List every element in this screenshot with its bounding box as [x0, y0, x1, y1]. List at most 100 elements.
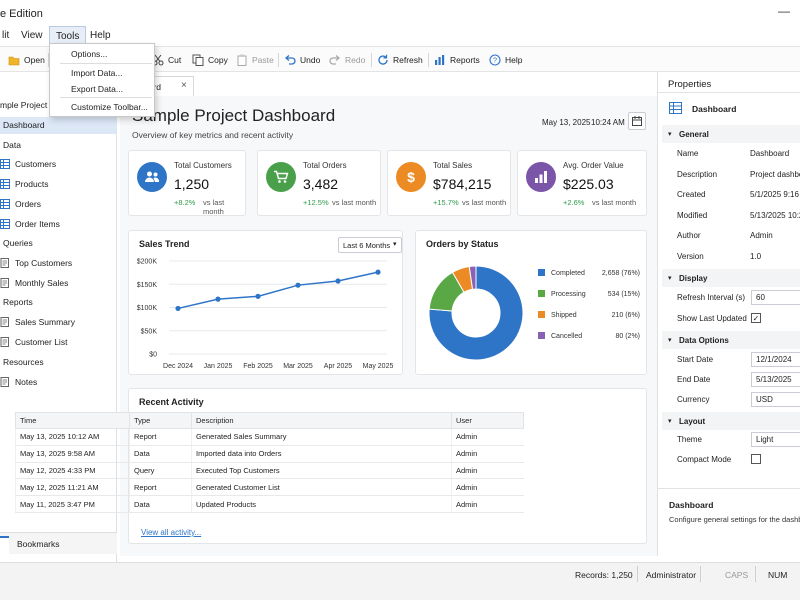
menu-item-options[interactable]: Options... [71, 49, 108, 59]
end-date-input[interactable]: 5/13/2025 [751, 372, 800, 387]
data-point[interactable] [375, 269, 381, 275]
data-point[interactable] [295, 282, 301, 288]
start-date-input[interactable]: 12/1/2024 [751, 352, 800, 367]
prop-row-version[interactable]: Version 1.0 [662, 247, 800, 267]
data-point[interactable] [335, 278, 341, 284]
tree-item-orders[interactable]: Orders [0, 199, 41, 209]
cut-button[interactable]: Cut [152, 51, 181, 69]
open-label: Open [24, 55, 45, 65]
table-row[interactable]: May 13, 2025 9:58 AM Data Imported data in… [15, 445, 524, 463]
undo-button[interactable]: Undo [284, 51, 320, 69]
prop-row-description[interactable]: Description Project dashbo [662, 165, 800, 185]
category-general[interactable]: ▾ General [662, 125, 800, 143]
currency-select[interactable]: USD [751, 392, 800, 407]
records-count: Records: 1,250 [575, 570, 633, 580]
calendar-icon [632, 116, 642, 126]
column-header-user[interactable]: User [451, 412, 524, 429]
paste-icon [236, 54, 248, 66]
close-icon[interactable]: × [181, 80, 187, 91]
tree-item-order-items[interactable]: Order Items [0, 219, 60, 229]
redo-button[interactable]: Redo [329, 51, 365, 69]
category-layout[interactable]: ▾ Layout [662, 412, 800, 430]
menu-item-customize-toolbar[interactable]: Customize Toolbar... [71, 102, 148, 112]
cut-label: Cut [168, 55, 182, 65]
prop-row-author[interactable]: Author Admin [662, 226, 800, 246]
category-display[interactable]: ▾ Display [662, 269, 800, 287]
activity-table: Time Type Description User May 13, 2025 … [15, 412, 524, 513]
tree-item-products[interactable]: Products [0, 179, 49, 189]
menu-item-export-data[interactable]: Export Data... [71, 84, 123, 94]
tree-folder-reports[interactable]: Reports [3, 297, 33, 307]
donut-slice[interactable] [468, 265, 477, 290]
y-tick-label: $150K [137, 282, 158, 289]
tree-item-sales-summary[interactable]: Sales Summary [0, 317, 75, 327]
tab-project[interactable] [0, 536, 9, 554]
range-select[interactable]: Last 6 Months ▾ [338, 237, 402, 253]
compact-mode-checkbox[interactable] [751, 454, 761, 464]
table-row[interactable]: May 12, 2025 11:21 AM Report Generated Cus… [15, 478, 524, 497]
legend-label: Processing [551, 291, 586, 298]
tree-item-customer-list[interactable]: Customer List [0, 337, 67, 347]
x-tick-label: Feb 2025 [243, 363, 273, 370]
minimize-icon[interactable]: — [778, 4, 790, 18]
kpi-comparison: vs last month [203, 198, 225, 216]
refresh-interval-input[interactable]: 60 [751, 290, 800, 305]
donut-slice[interactable] [428, 265, 524, 361]
tree-resources-label: Resources [3, 357, 44, 367]
data-point[interactable] [255, 293, 261, 299]
table-row[interactable]: May 11, 2025 3:47 PM Data Updated Products… [15, 495, 524, 513]
paste-button[interactable]: Paste [236, 51, 274, 69]
tree-folder-queries[interactable]: Queries [3, 238, 33, 248]
menu-edit[interactable]: lit [2, 30, 10, 41]
tab-bookmarks[interactable]: Bookmarks [17, 539, 60, 549]
prop-theme-key: Theme [677, 435, 702, 444]
theme-select[interactable]: Light [751, 432, 800, 447]
copy-button[interactable]: Copy [192, 51, 228, 69]
cell-time: May 12, 2025 4:33 PM [15, 462, 130, 480]
reports-button[interactable]: Reports [434, 51, 480, 69]
data-point[interactable] [175, 305, 181, 312]
tree-queries-label: Queries [3, 238, 33, 248]
table-row[interactable]: May 12, 2025 4:33 PM Query Executed Top Cu… [15, 462, 524, 480]
tree-folder-resources[interactable]: Resources [3, 357, 44, 367]
column-header-description[interactable]: Description [191, 412, 452, 429]
prop-row-name[interactable]: Name Dashboard [662, 144, 800, 164]
table-row[interactable]: May 13, 2025 10:12 AM Report Generated Sal… [15, 428, 524, 446]
tree-folder-data[interactable]: Data [3, 140, 21, 150]
current-user: Administrator [646, 570, 697, 580]
prop-row-created[interactable]: Created 5/1/2025 9:16 A [662, 185, 800, 205]
column-header-type[interactable]: Type [129, 412, 192, 429]
data-point[interactable] [215, 296, 221, 302]
cell-type: Report [129, 428, 192, 446]
folder-icon [8, 54, 20, 66]
prop-author-key: Author [677, 231, 701, 240]
menu-tools[interactable]: Tools [49, 26, 87, 46]
category-data-options[interactable]: ▾ Data Options [662, 331, 800, 349]
tree-item-monthly-sales[interactable]: Monthly Sales [0, 278, 68, 288]
prop-start-key: Start Date [677, 355, 714, 364]
menu-help[interactable]: Help [90, 30, 111, 41]
sales-trend-title: Sales Trend [139, 239, 190, 249]
prop-created-value: 5/1/2025 9:16 A [750, 190, 800, 199]
view-all-link[interactable]: View all activity... [141, 528, 202, 537]
svg-text:$: $ [407, 169, 415, 185]
calendar-button[interactable] [628, 112, 646, 130]
tree-item-customers[interactable]: Customers [0, 159, 56, 169]
show-last-updated-checkbox[interactable]: ✓ [751, 313, 761, 323]
refresh-button[interactable]: Refresh [377, 51, 423, 69]
menu-view[interactable]: View [21, 30, 43, 41]
column-header-time[interactable]: Time [15, 412, 130, 429]
help-label: Help [505, 55, 523, 65]
x-tick-label: Dec 2024 [163, 363, 193, 370]
tree-item-top-customers[interactable]: Top Customers [0, 258, 72, 268]
open-button[interactable]: Open [8, 51, 45, 69]
menu-item-import-data[interactable]: Import Data... [71, 68, 123, 78]
cell-user: Admin [451, 445, 524, 463]
prop-compact-key: Compact Mode [677, 455, 732, 464]
prop-showlast-key: Show Last Updated [677, 314, 747, 323]
tree-item-dashboard[interactable]: Dashboard [3, 120, 45, 130]
tree-project[interactable]: mple Project [0, 100, 47, 110]
tree-item-notes[interactable]: Notes [0, 377, 37, 387]
prop-row-modified[interactable]: Modified 5/13/2025 10:2 [662, 206, 800, 226]
help-button[interactable]: ? Help [489, 51, 522, 69]
